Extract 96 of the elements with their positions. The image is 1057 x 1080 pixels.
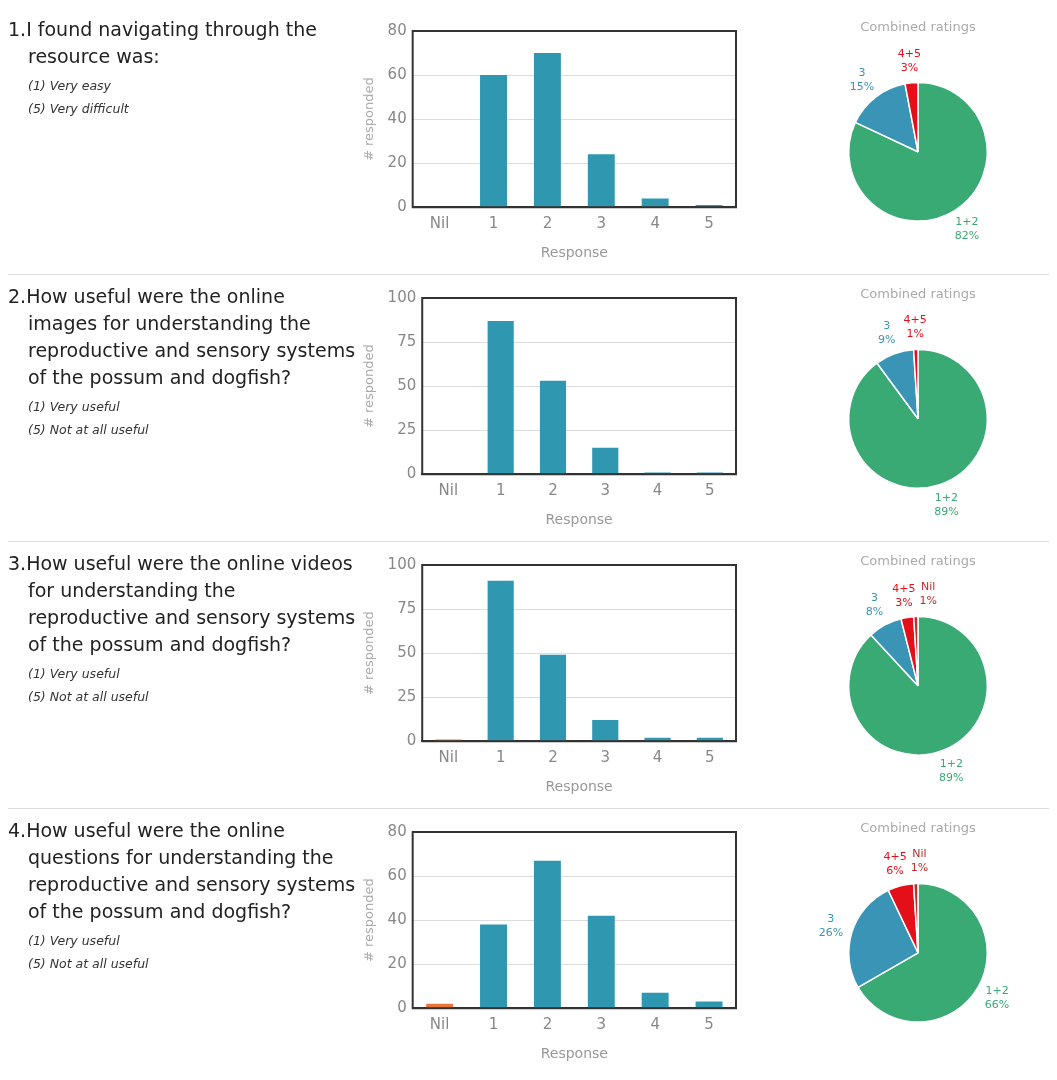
text: (1) Very useful xyxy=(27,933,121,948)
chart-title: Combined ratings xyxy=(860,820,976,836)
data-label: 6% xyxy=(886,864,904,878)
text: (1) Very easy xyxy=(27,78,112,93)
data-label: 8% xyxy=(865,605,884,619)
slice-label: 1+2 xyxy=(985,984,1009,998)
x-tick-label: 5 xyxy=(705,748,715,767)
x-tick-label: 3 xyxy=(596,1015,607,1034)
slice-label: 3 xyxy=(883,318,891,332)
y-tick-label: 25 xyxy=(397,687,417,706)
x-tick-label: 1 xyxy=(495,748,506,767)
data-label: 89% xyxy=(934,505,959,519)
y-tick-label: 100 xyxy=(387,554,417,573)
data-label: 1% xyxy=(910,861,929,875)
y-axis-title: # responded xyxy=(361,77,377,162)
data-label: 15% xyxy=(849,79,875,93)
text: 4.How useful were the online questions for understanding the reproductive and sensory systems of the possum and dogfish? xyxy=(8,818,357,924)
x-tick-label: 3 xyxy=(600,748,611,767)
x-tick-label: 3 xyxy=(596,214,607,233)
y-tick-label: 80 xyxy=(387,20,407,39)
slice-label: 1+2 xyxy=(955,214,979,228)
data-label: 3% xyxy=(900,60,919,74)
y-tick-label: 0 xyxy=(397,998,407,1017)
slice-label: 1+2 xyxy=(934,491,959,505)
x-tick-label: 2 xyxy=(548,481,558,500)
x-tick-label: 5 xyxy=(704,214,714,233)
x-tick-label: 5 xyxy=(704,1015,714,1034)
slice-label: 1+2 xyxy=(939,756,963,770)
x-axis-title: Response xyxy=(545,778,613,795)
slice-label: 4+5 xyxy=(892,581,916,595)
x-tick-label: 2 xyxy=(542,1015,553,1034)
y-tick-label: 80 xyxy=(387,821,407,840)
chart-title: Combined ratings xyxy=(860,553,976,569)
data-label: 89% xyxy=(939,770,964,784)
y-tick-label: 0 xyxy=(406,731,417,750)
x-tick-label: 4 xyxy=(652,481,663,500)
data-label: 66% xyxy=(984,998,1010,1012)
text: (1) Very useful xyxy=(27,399,121,414)
y-tick-label: 25 xyxy=(397,420,417,439)
y-axis-title: # responded xyxy=(361,344,377,429)
data-label: 1% xyxy=(906,327,924,341)
chart-title: Combined ratings xyxy=(860,19,976,35)
y-tick-label: 60 xyxy=(387,865,407,884)
y-tick-label: 100 xyxy=(387,287,417,306)
data-label: 82% xyxy=(954,228,980,242)
x-tick-label: Nil xyxy=(438,748,459,767)
slice-label: 4+5 xyxy=(883,850,907,864)
x-axis-title: Response xyxy=(540,1045,608,1062)
y-tick-label: 75 xyxy=(397,331,417,350)
x-tick-label: 5 xyxy=(705,481,715,500)
slice-label: 3 xyxy=(827,911,835,925)
y-axis-title: # responded xyxy=(361,611,377,696)
y-tick-label: 40 xyxy=(387,108,407,127)
slice-label: 3 xyxy=(870,591,878,605)
y-tick-label: 0 xyxy=(406,464,417,483)
x-tick-label: Nil xyxy=(438,481,459,500)
chart-title: Combined ratings xyxy=(860,286,976,302)
x-tick-label: 4 xyxy=(652,748,663,767)
y-tick-label: 20 xyxy=(387,954,407,973)
text: (5) Not at all useful xyxy=(27,956,150,971)
y-tick-label: 20 xyxy=(387,153,407,172)
x-tick-label: 4 xyxy=(650,214,660,233)
slice-label: 4+5 xyxy=(903,313,927,327)
data-label: 1% xyxy=(919,594,937,608)
y-axis-title: # responded xyxy=(361,878,377,963)
slice-label: 3 xyxy=(858,65,866,79)
text: (5) Not at all useful xyxy=(27,422,150,437)
text: 1.I found navigating through the resource was: xyxy=(8,17,318,69)
text: (1) Very useful xyxy=(27,666,121,681)
slice-label: 4+5 xyxy=(897,46,922,60)
x-tick-label: Nil xyxy=(429,214,450,233)
data-label: 9% xyxy=(878,332,896,346)
slice-label: Nil xyxy=(912,847,927,861)
x-tick-label: Nil xyxy=(429,1015,450,1034)
data-label: 26% xyxy=(818,925,844,939)
text: 2.How useful were the online images for understanding the reproductive and sensory systems of the possum and dogfish? xyxy=(8,284,357,390)
data-label: 3% xyxy=(895,595,913,609)
x-tick-label: 3 xyxy=(600,481,611,500)
x-tick-label: 1 xyxy=(488,1015,499,1034)
x-tick-label: 1 xyxy=(495,481,506,500)
x-tick-label: 2 xyxy=(548,748,558,767)
slice-label: Nil xyxy=(921,580,936,594)
y-tick-label: 75 xyxy=(397,598,417,617)
x-tick-label: 2 xyxy=(542,214,553,233)
x-axis-title: Response xyxy=(545,511,613,528)
text: 3.How useful were the online videos for understanding the reproductive and sensory systems of the possum and dogfish? xyxy=(8,551,357,657)
y-tick-label: 40 xyxy=(387,909,407,928)
x-axis-title: Response xyxy=(540,244,608,261)
x-tick-label: 1 xyxy=(488,214,499,233)
text: (5) Very difficult xyxy=(27,101,130,116)
text: (5) Not at all useful xyxy=(27,689,150,704)
x-tick-label: 4 xyxy=(650,1015,660,1034)
y-tick-label: 0 xyxy=(397,197,407,216)
y-tick-label: 50 xyxy=(397,642,417,661)
y-tick-label: 50 xyxy=(397,375,417,394)
y-tick-label: 60 xyxy=(387,64,407,83)
